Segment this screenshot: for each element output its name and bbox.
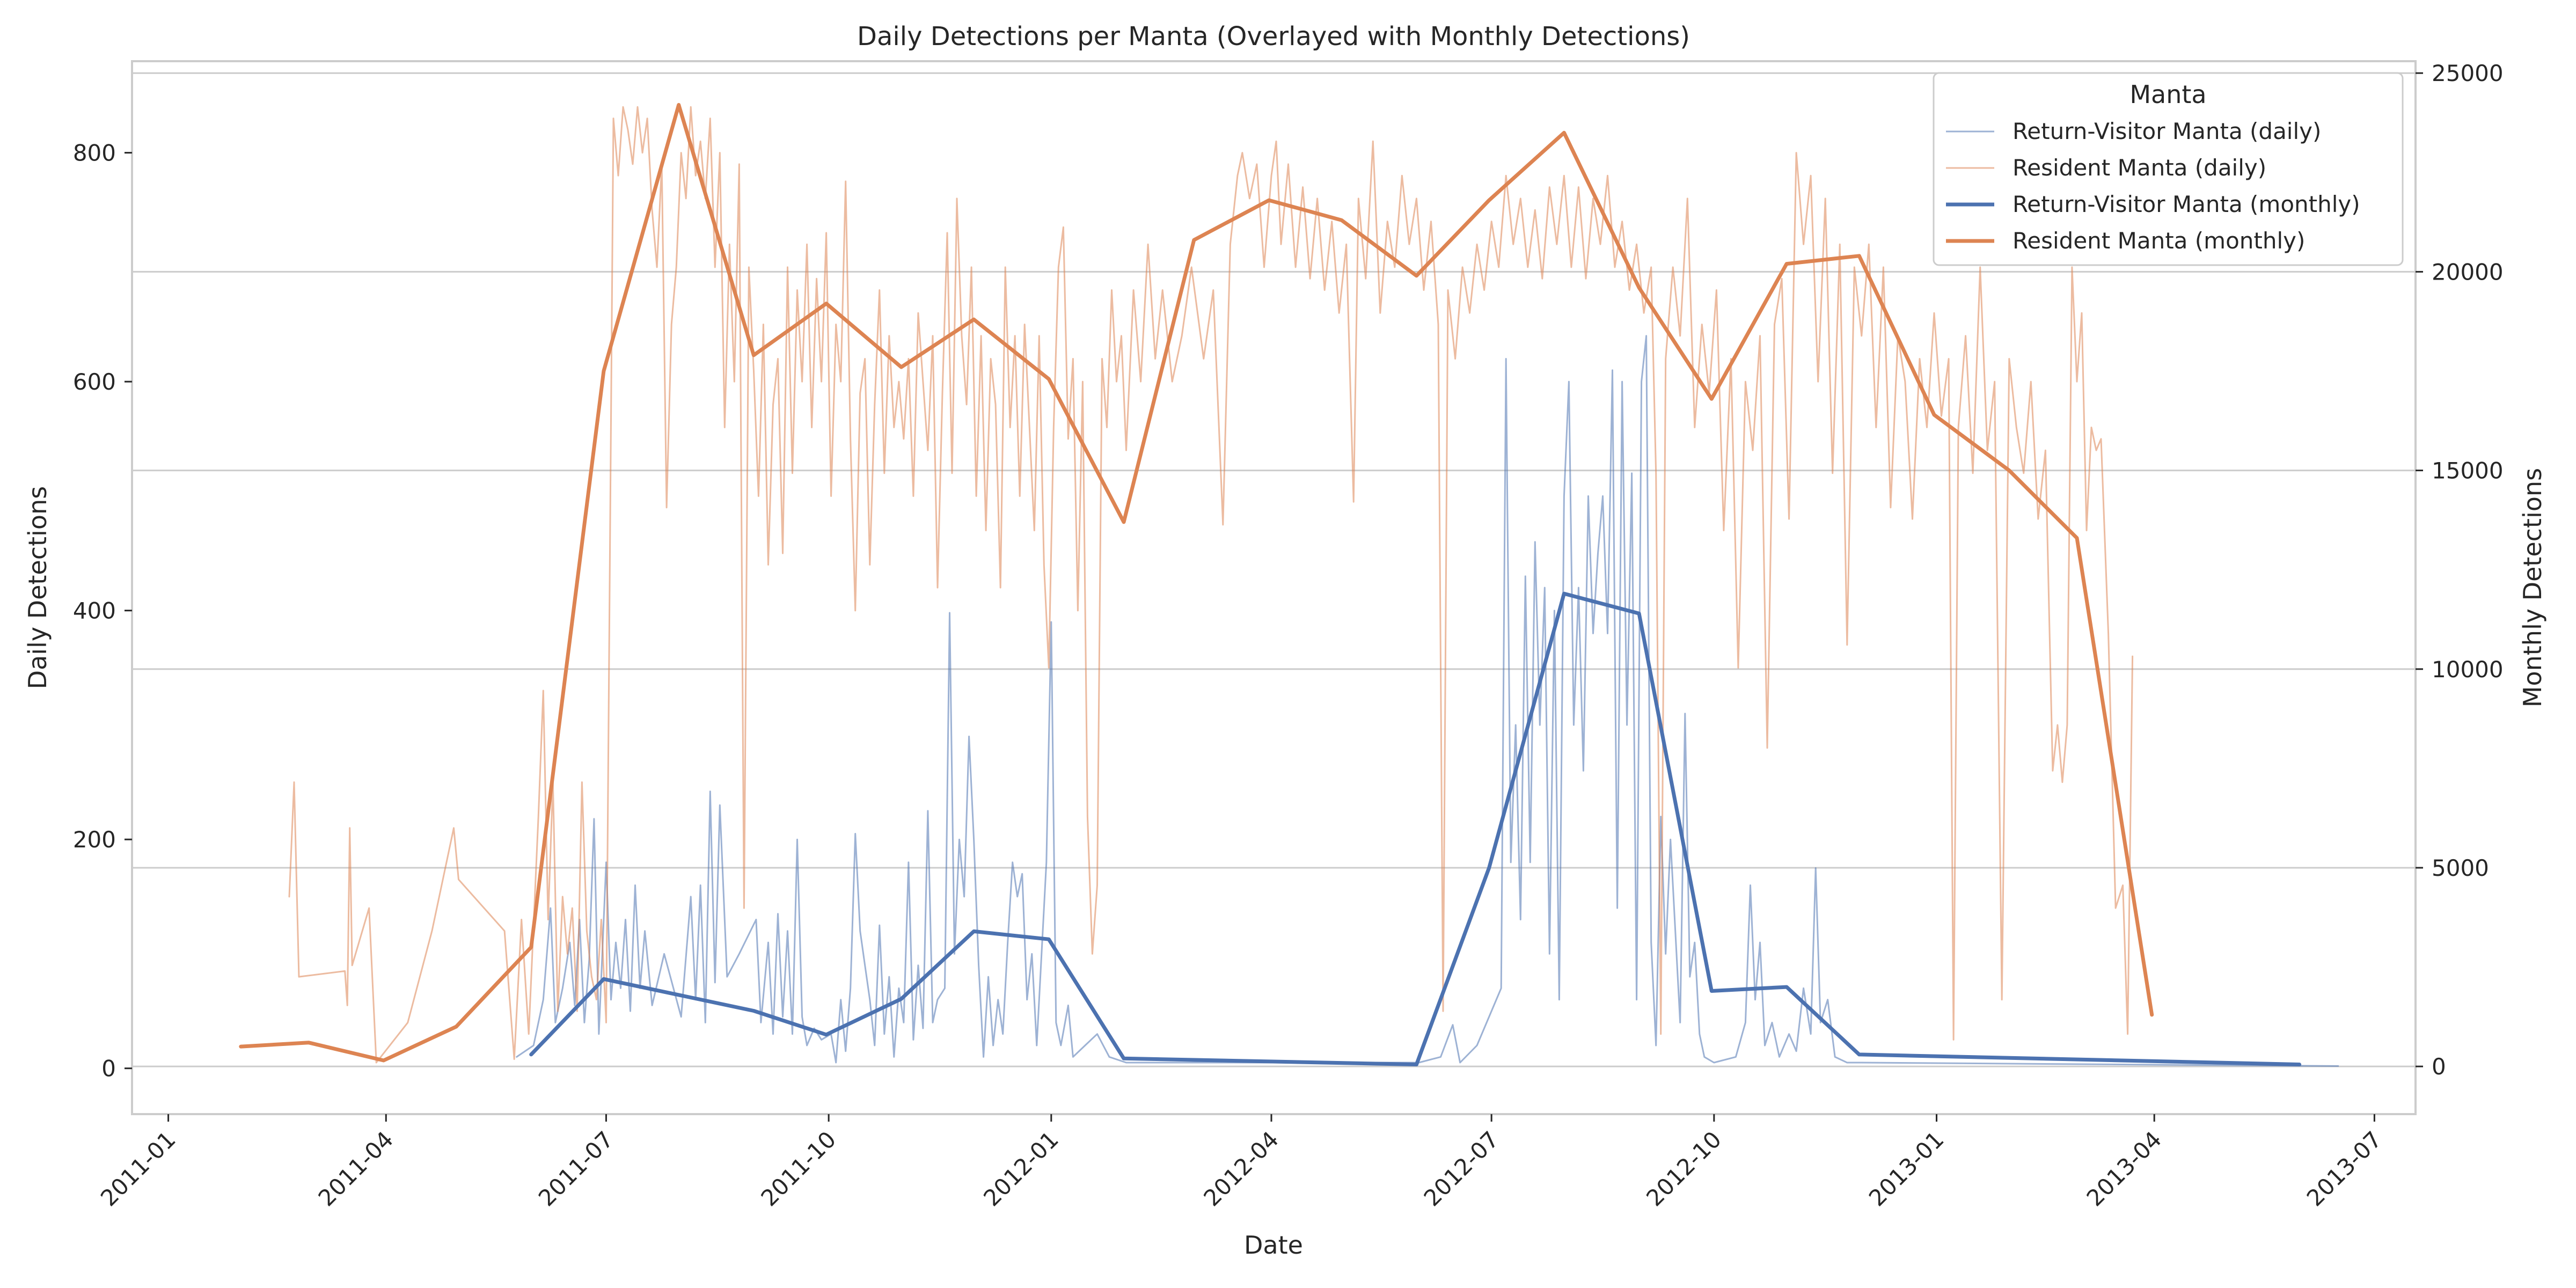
series-line-0 bbox=[516, 335, 2339, 1067]
chart-title: Daily Detections per Manta (Overlayed wi… bbox=[857, 21, 1690, 52]
legend-box bbox=[1933, 72, 2404, 266]
series-line-1 bbox=[288, 106, 2134, 1064]
legend: Manta Return-Visitor Manta (daily) Resid… bbox=[1933, 72, 2404, 266]
left-y-tick-label-2: 400 bbox=[73, 598, 116, 624]
legend-entry-return-visitor-daily: Return-Visitor Manta (daily) bbox=[2012, 118, 2321, 144]
right-y-tick-label-3: 15000 bbox=[2432, 458, 2504, 484]
left-y-axis-ticks: 0 200 400 600 800 bbox=[73, 140, 132, 1082]
plot-frame bbox=[131, 60, 2417, 1115]
left-y-tick-label-3: 600 bbox=[73, 369, 116, 395]
right-y-tick-label-1: 5000 bbox=[2432, 855, 2489, 881]
left-y-tick-label-4: 800 bbox=[73, 140, 116, 166]
right-y-axis-ticks: 0 5000 10000 15000 20000 25000 bbox=[2416, 60, 2504, 1080]
left-y-tick-label-0: 0 bbox=[101, 1056, 116, 1082]
right-y-tick-label-0: 0 bbox=[2432, 1053, 2446, 1080]
series-line-3 bbox=[239, 103, 2154, 1063]
left-y-tick-label-1: 200 bbox=[73, 826, 116, 853]
legend-title: Manta bbox=[2129, 80, 2206, 109]
right-y-axis-label: Monthly Detections bbox=[2518, 468, 2547, 707]
series-lines bbox=[239, 103, 2339, 1067]
x-axis-label: Date bbox=[1244, 1231, 1303, 1260]
series-line-2 bbox=[529, 591, 2302, 1066]
left-y-axis-label: Daily Detections bbox=[23, 486, 52, 689]
right-y-tick-label-2: 10000 bbox=[2432, 656, 2504, 683]
legend-entry-resident-daily: Resident Manta (daily) bbox=[2012, 155, 2266, 181]
right-y-tick-label-4: 20000 bbox=[2432, 259, 2504, 285]
right-y-tick-label-5: 25000 bbox=[2432, 60, 2504, 86]
legend-entry-resident-monthly: Resident Manta (monthly) bbox=[2012, 228, 2305, 254]
legend-entry-return-visitor-monthly: Return-Visitor Manta (monthly) bbox=[2012, 191, 2360, 217]
